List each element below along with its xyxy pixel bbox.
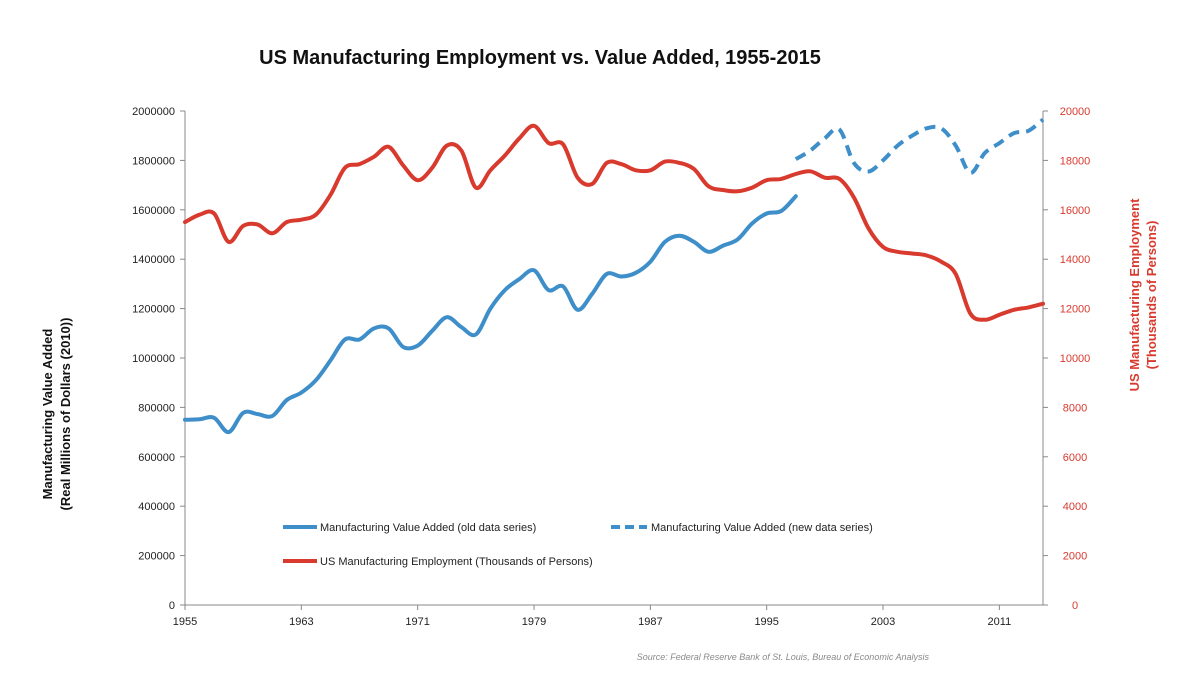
legend: Manufacturing Value Added (old data seri… bbox=[283, 522, 873, 568]
left-tick-label: 1800000 bbox=[132, 155, 175, 167]
x-tick-label: 1987 bbox=[638, 616, 662, 628]
x-tick-label: 1979 bbox=[522, 616, 546, 628]
right-tick-label: 18000 bbox=[1060, 155, 1091, 167]
left-tick-label: 600000 bbox=[138, 452, 175, 464]
chart-title: US Manufacturing Employment vs. Value Ad… bbox=[259, 47, 821, 69]
left-tick-label: 200000 bbox=[138, 551, 175, 563]
x-tick-label: 2003 bbox=[871, 616, 895, 628]
legend-label-employment: US Manufacturing Employment (Thousands o… bbox=[320, 556, 593, 568]
left-tick-label: 1200000 bbox=[132, 304, 175, 316]
left-tick-label: 1600000 bbox=[132, 205, 175, 217]
left-tick-label: 400000 bbox=[138, 501, 175, 513]
right-tick-label: 14000 bbox=[1060, 254, 1091, 266]
left-tick-label: 2000000 bbox=[132, 106, 175, 118]
x-tick-label: 1971 bbox=[405, 616, 429, 628]
right-tick-label: 10000 bbox=[1060, 353, 1091, 365]
left-axis-label-line-1: Manufacturing Value Added bbox=[40, 329, 55, 500]
left-tick-label: 0 bbox=[169, 600, 175, 612]
axes: 0200000400000600000800000100000012000001… bbox=[132, 106, 1090, 628]
x-tick-label: 1995 bbox=[754, 616, 778, 628]
series-value-added-old bbox=[183, 194, 798, 435]
right-tick-label: 16000 bbox=[1060, 205, 1091, 217]
x-tick-label: 1955 bbox=[173, 616, 197, 628]
left-tick-label: 1000000 bbox=[132, 353, 175, 365]
legend-label-value-added-old: Manufacturing Value Added (old data seri… bbox=[320, 522, 536, 534]
right-tick-label: 20000 bbox=[1060, 106, 1091, 118]
left-tick-label: 1400000 bbox=[132, 254, 175, 266]
right-tick-label: 12000 bbox=[1060, 304, 1091, 316]
right-tick-label: 2000 bbox=[1063, 551, 1087, 563]
x-tick-label: 1963 bbox=[289, 616, 313, 628]
left-axis-label-line-2: (Real Millions of Dollars (2010)) bbox=[58, 318, 73, 511]
source-note: Source: Federal Reserve Bank of St. Loui… bbox=[637, 652, 930, 662]
right-tick-label: 0 bbox=[1072, 600, 1078, 612]
series-employment bbox=[183, 123, 1045, 322]
left-tick-label: 800000 bbox=[138, 402, 175, 414]
right-axis-label-line-1: US Manufacturing Employment bbox=[1127, 198, 1142, 392]
right-tick-label: 4000 bbox=[1063, 501, 1087, 513]
right-tick-label: 8000 bbox=[1063, 402, 1087, 414]
right-axis-label-line-2: (Thousands of Persons) bbox=[1144, 221, 1159, 370]
right-tick-label: 6000 bbox=[1063, 452, 1087, 464]
series-value-added-new bbox=[794, 118, 1045, 175]
x-tick-label: 2011 bbox=[988, 616, 1012, 628]
legend-label-value-added-new: Manufacturing Value Added (new data seri… bbox=[651, 522, 873, 534]
series bbox=[183, 118, 1045, 435]
